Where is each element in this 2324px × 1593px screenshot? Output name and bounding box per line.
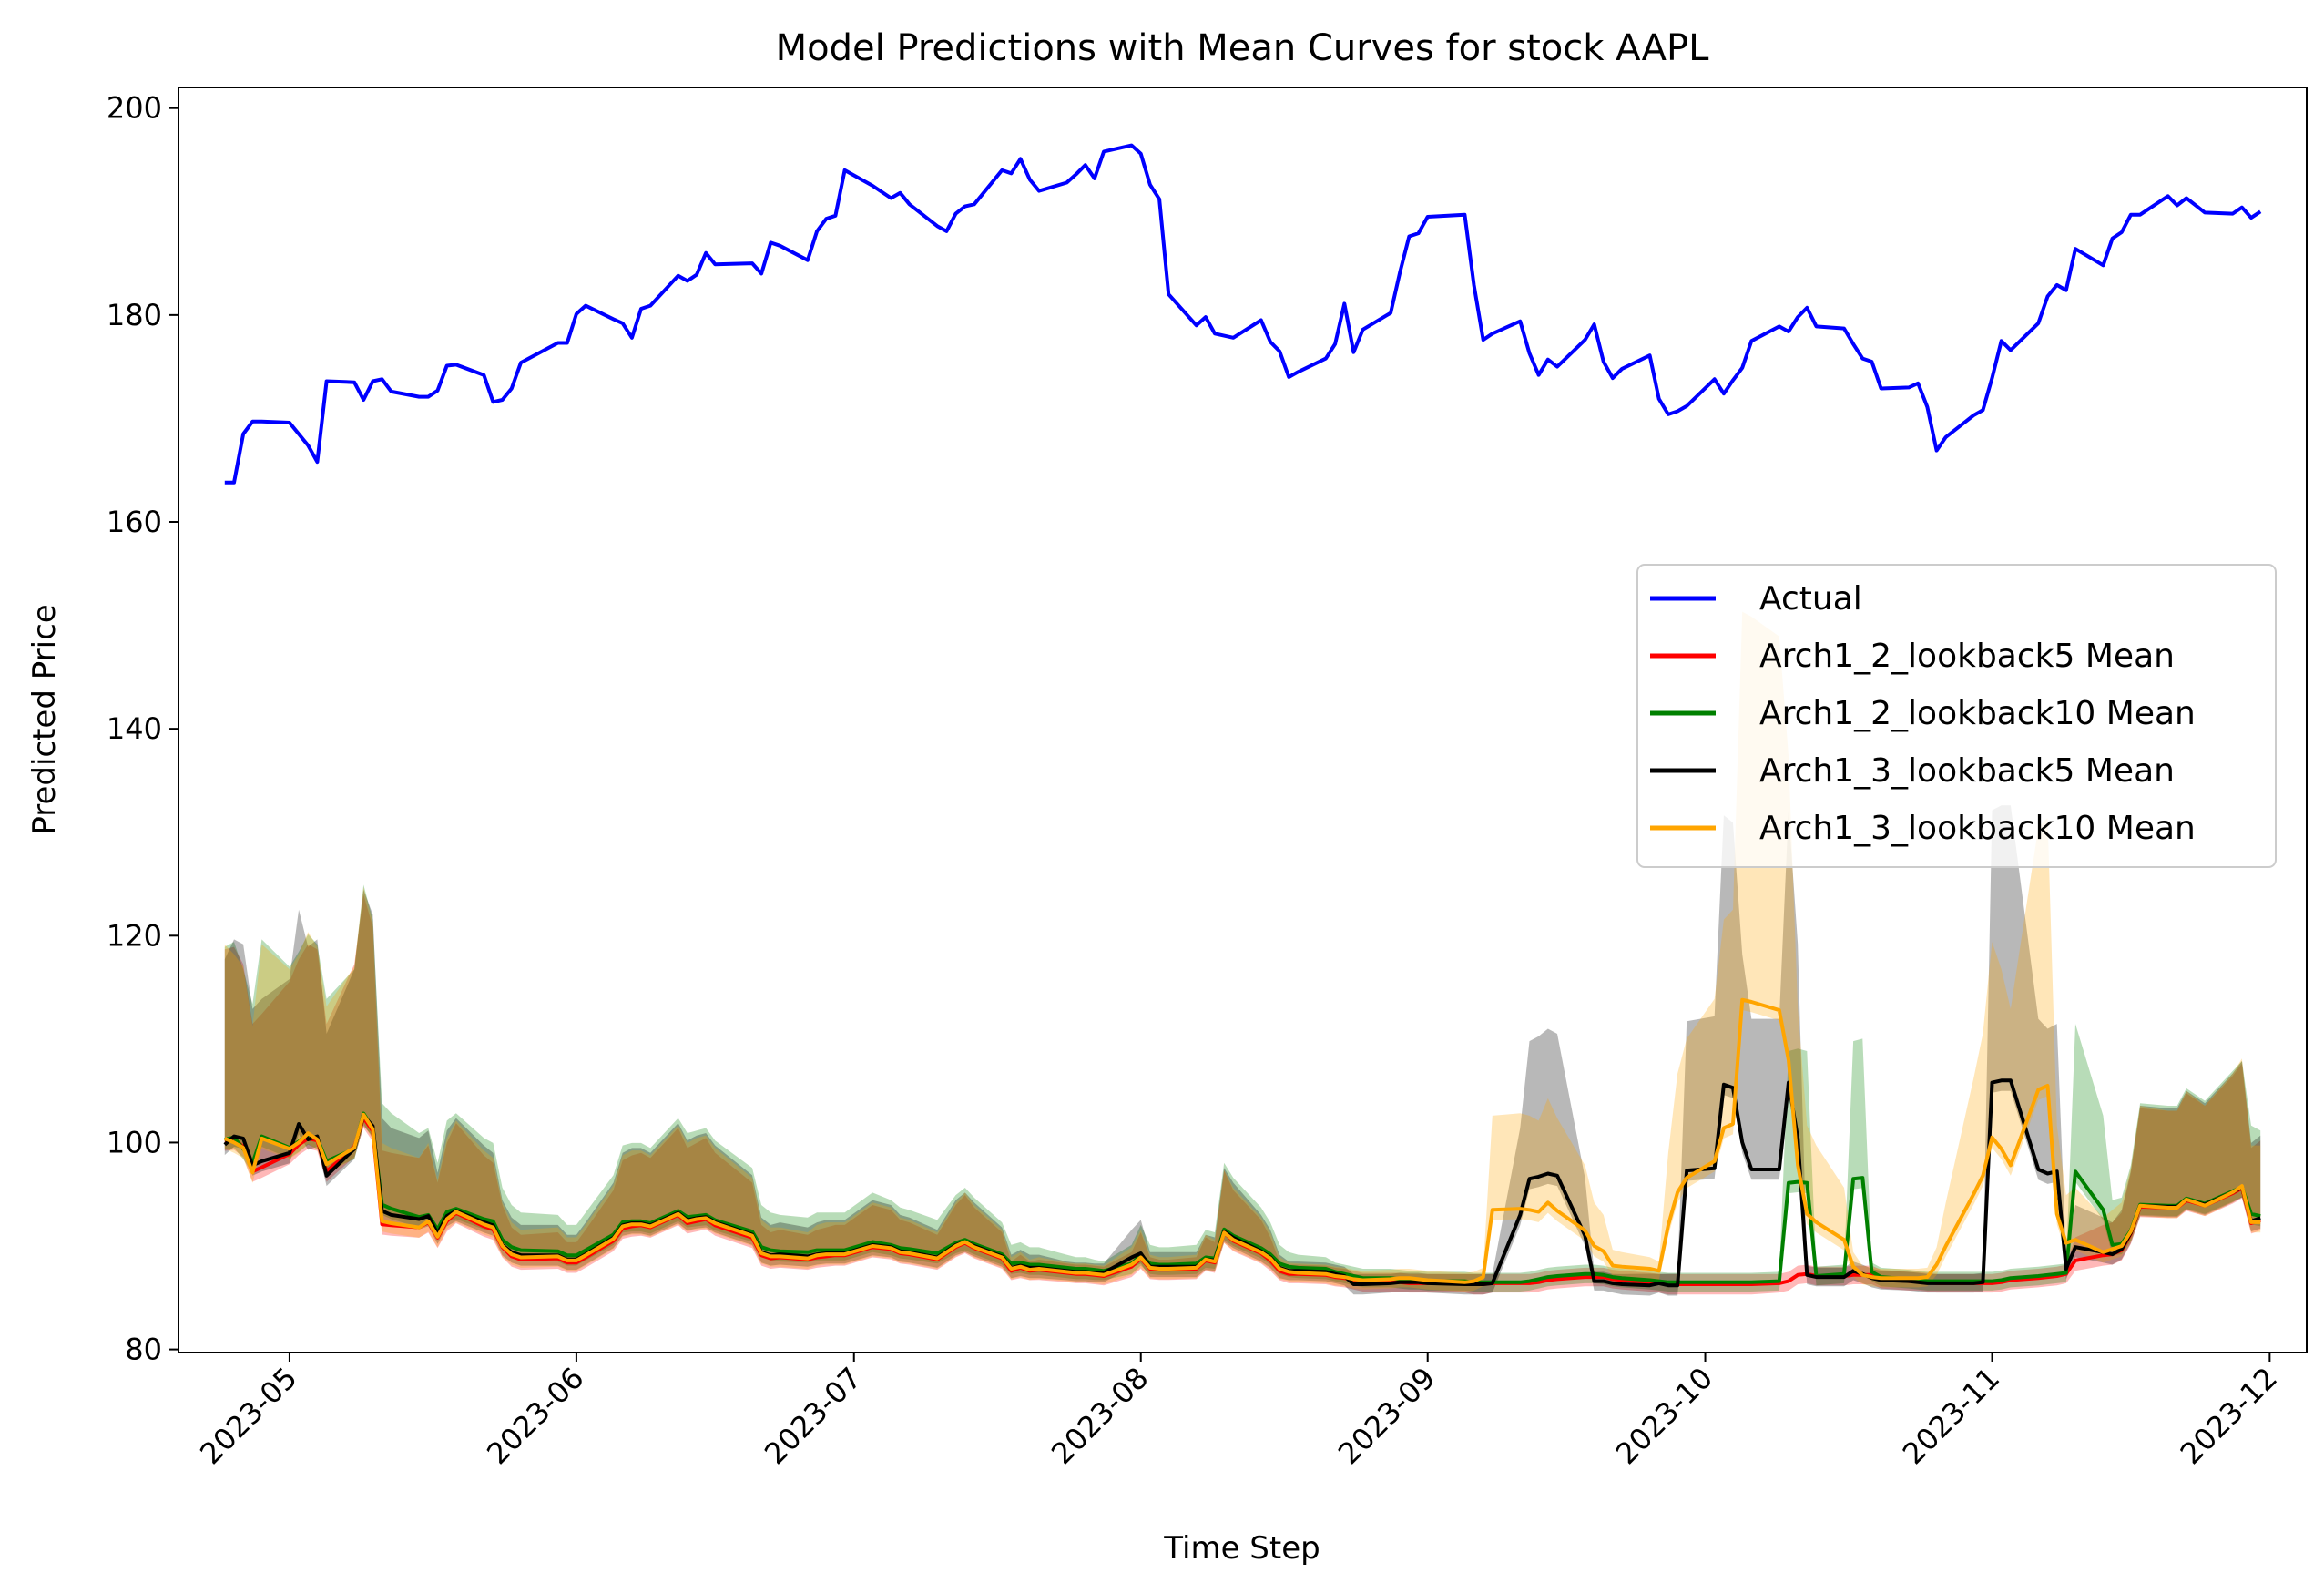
line-series-0 <box>224 143 2262 485</box>
series-lines <box>223 143 2262 1288</box>
y-tick-label: 120 <box>107 918 162 953</box>
band-series-3 <box>224 805 2261 1296</box>
y-tick-label: 160 <box>107 505 162 539</box>
band-series-2 <box>224 884 2261 1292</box>
legend-box <box>1636 564 2277 868</box>
y-tick-label: 100 <box>107 1125 162 1159</box>
legend-label: Actual <box>1759 580 1862 618</box>
x-axis-label: Time Step <box>1163 1530 1320 1567</box>
legend-label: Arch1_3_lookback10 Mean <box>1759 810 2196 847</box>
y-tick-label: 200 <box>107 91 162 126</box>
legend-label: Arch1_3_lookback5 Mean <box>1759 752 2175 790</box>
chart-title: Model Predictions with Mean Curves for s… <box>776 27 1709 69</box>
line-series-2 <box>224 1111 2261 1284</box>
line-series-4 <box>223 997 2261 1284</box>
y-tick-label: 140 <box>107 711 162 746</box>
legend-label: Arch1_2_lookback10 Mean <box>1759 695 2196 732</box>
y-tick-label: 180 <box>107 298 162 332</box>
band-series-1 <box>224 894 2261 1295</box>
legend-label: Arch1_2_lookback5 Mean <box>1759 638 2175 675</box>
y-tick-label: 80 <box>125 1333 162 1367</box>
plot-frame <box>178 87 2308 1353</box>
legend: Actual Arch1_2_lookback5 Mean Arch1_2_look… <box>1636 564 2277 868</box>
y-axis-label: Predicted Price <box>26 604 63 834</box>
y-axis: 80 100 120 140 160 180 200 <box>107 91 178 1367</box>
